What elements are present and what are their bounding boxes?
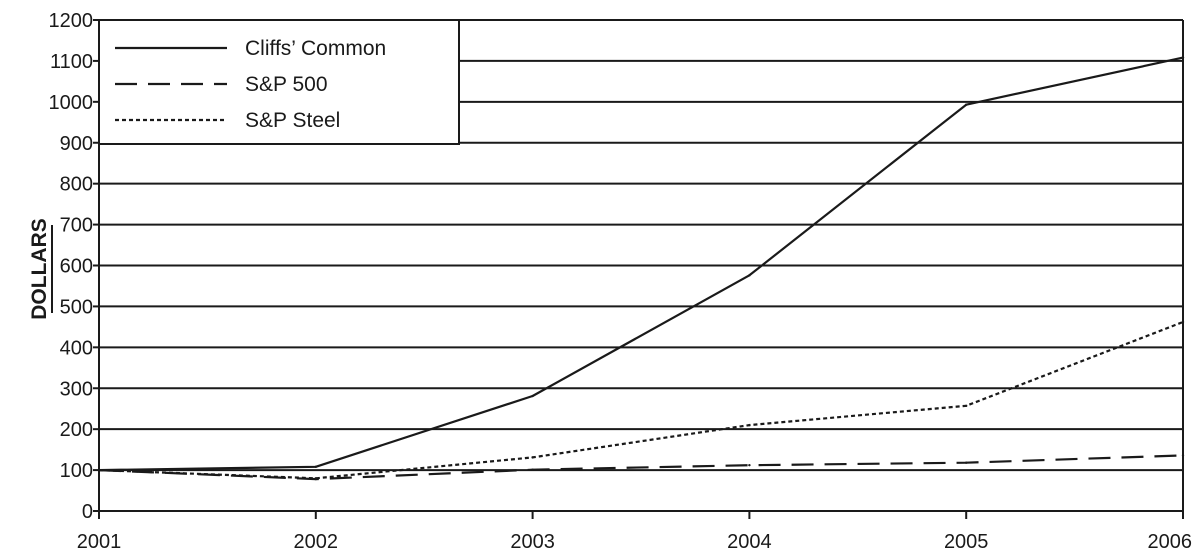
data-point-s-p-steel-2003 bbox=[531, 456, 534, 459]
x-tick-label-2005: 2005 bbox=[944, 531, 989, 553]
series-lines bbox=[97, 56, 1185, 481]
legend-label-s-p-500: S&P 500 bbox=[245, 73, 328, 96]
data-point-s-p-steel-2001 bbox=[97, 468, 101, 472]
series-line-cliffs-common bbox=[98, 56, 1184, 472]
y-tick-label-900: 900 bbox=[60, 133, 93, 155]
y-tick-label-1000: 1000 bbox=[49, 92, 94, 114]
y-tick-label-0: 0 bbox=[82, 501, 93, 523]
data-point-s-p-steel-2006 bbox=[1181, 320, 1185, 324]
data-point-cliffs-common-2004 bbox=[748, 274, 751, 277]
y-tick-label-1200: 1200 bbox=[49, 10, 94, 32]
data-point-s-p-500-2003 bbox=[531, 468, 534, 471]
data-point-s-p-steel-2005 bbox=[965, 404, 968, 408]
data-point-cliffs-common-2002 bbox=[314, 465, 317, 469]
x-tick-label-2003: 2003 bbox=[510, 531, 555, 553]
y-tick-label-100: 100 bbox=[60, 460, 93, 482]
x-tick-label-2004: 2004 bbox=[727, 531, 772, 553]
y-tick-label-700: 700 bbox=[60, 215, 93, 237]
y-axis-label: DOLLARS bbox=[28, 218, 51, 320]
y-tick-label-1100: 1100 bbox=[50, 51, 93, 73]
data-point-cliffs-common-2003 bbox=[531, 394, 534, 398]
legend-label-s-p-steel: S&P Steel bbox=[245, 109, 340, 132]
series-line-s-p-500 bbox=[98, 454, 1184, 481]
legend: Cliffs’ Common S&P 500 S&P Steel bbox=[98, 19, 460, 145]
y-tick-label-800: 800 bbox=[60, 174, 93, 196]
y-tick-label-200: 200 bbox=[60, 419, 93, 441]
y-tick-label-500: 500 bbox=[60, 296, 93, 318]
data-point-cliffs-common-2006 bbox=[1181, 56, 1185, 59]
data-point-s-p-500-2005 bbox=[965, 461, 968, 464]
series-line-s-p-steel bbox=[98, 320, 1184, 480]
data-point-s-p-500-2004 bbox=[748, 463, 751, 467]
x-tick-labels: 2001 2002 2003 2004 2005 2006 bbox=[77, 511, 1192, 553]
x-tick-label-2001: 2001 bbox=[77, 531, 122, 553]
y-tick-labels: 0 100 200 300 400 500 600 700 800 900 1000 1100 1200 bbox=[49, 10, 99, 523]
legend-label-cliffs-common: Cliffs’ Common bbox=[245, 37, 386, 60]
x-tick-label-2006: 2006 bbox=[1148, 531, 1192, 553]
legend-box bbox=[98, 19, 460, 145]
y-tick-label-600: 600 bbox=[60, 256, 93, 278]
x-tick-label-2002: 2002 bbox=[294, 531, 339, 553]
data-point-s-p-500-2006 bbox=[1181, 454, 1185, 457]
y-tick-label-400: 400 bbox=[60, 337, 93, 359]
y-tick-label-300: 300 bbox=[60, 378, 93, 400]
data-point-s-p-steel-2002 bbox=[314, 477, 317, 480]
data-point-s-p-steel-2004 bbox=[748, 423, 751, 427]
data-point-cliffs-common-2005 bbox=[965, 103, 968, 106]
